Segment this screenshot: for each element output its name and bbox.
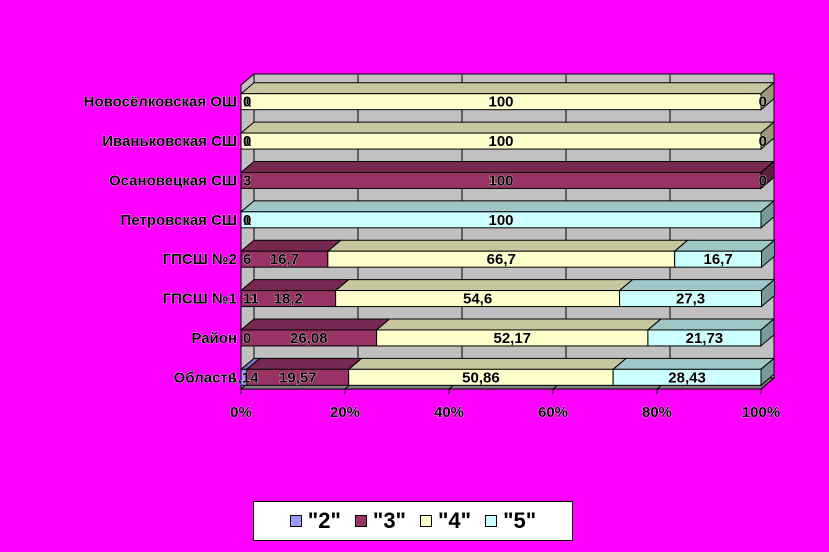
data-label: 19,57: [279, 369, 317, 386]
bar-top: [334, 279, 634, 292]
bar-top: [239, 239, 343, 252]
category-label: ГПСШ №2: [163, 251, 237, 268]
data-label: 0: [759, 172, 767, 189]
legend-swatch: [485, 515, 498, 527]
bar-top: [239, 279, 351, 292]
category-label: Осановецкая СШ: [109, 172, 237, 189]
tick-label: 40%: [434, 404, 464, 421]
data-label: 3: [243, 172, 251, 189]
legend-item: "5": [485, 508, 536, 534]
data-label: 1: [243, 94, 251, 111]
bar-side: [761, 278, 776, 308]
bar-top: [326, 239, 690, 252]
bar-side: [760, 317, 775, 348]
data-label: 100: [488, 94, 513, 111]
category-label: Иваньковская СШ: [102, 133, 237, 150]
category-label: Новосёлковская ОШ: [84, 94, 237, 111]
bar-side: [761, 239, 776, 269]
data-label: 0: [759, 94, 767, 111]
bar-top: [611, 357, 776, 370]
data-label: 21,73: [686, 330, 724, 347]
tick-label: 80%: [642, 404, 672, 421]
bar-top: [239, 160, 776, 173]
data-label: 6: [243, 251, 251, 268]
tick-label: 60%: [538, 404, 568, 421]
bar-top: [375, 318, 663, 331]
bar-top: [618, 279, 776, 292]
data-label: 1: [243, 212, 251, 229]
bar-side: [760, 160, 775, 190]
bar-top: [239, 121, 776, 134]
data-label: 0: [243, 330, 251, 347]
data-label: 28,43: [668, 369, 706, 386]
data-label: 0: [243, 212, 251, 229]
data-label: 100: [488, 172, 513, 189]
data-label: 16,7: [703, 251, 732, 268]
bar-top: [239, 200, 776, 213]
legend-label: "5": [503, 508, 537, 533]
data-label: 11: [243, 291, 259, 308]
bar-top: [239, 318, 391, 331]
legend-label: "4": [438, 508, 472, 533]
category-label: Петровская СШ: [121, 212, 237, 229]
data-label: 16,7: [270, 251, 299, 268]
category-label: Район: [191, 330, 237, 347]
bar-side: [760, 357, 775, 387]
legend: "2" "3" "4" "5": [253, 501, 573, 541]
legend-item: "2": [289, 508, 341, 534]
data-label: 52,17: [493, 330, 531, 347]
bar-side: [760, 199, 775, 229]
data-label: 50,86: [462, 369, 500, 386]
data-label: 0: [243, 94, 251, 111]
tick-label: 100%: [742, 404, 780, 421]
data-label: 18,2: [274, 291, 303, 308]
bar-side: [760, 120, 775, 151]
data-label: 27,3: [676, 291, 705, 308]
data-label: 0: [243, 133, 251, 150]
bar-top: [239, 82, 776, 95]
data-label: 54,6: [463, 291, 492, 308]
legend-item: "3": [354, 508, 406, 534]
tick-label: 20%: [330, 404, 360, 421]
legend-swatch: [354, 515, 367, 527]
legend-label: "2": [307, 508, 341, 533]
data-label: 1,14: [229, 369, 259, 386]
data-label: 26,08: [290, 330, 328, 347]
data-label: 1: [243, 133, 251, 150]
legend-swatch: [289, 515, 302, 527]
legend-swatch: [420, 515, 432, 527]
bar-top: [646, 318, 776, 331]
tick-label: 0%: [230, 404, 252, 421]
bar-top: [347, 357, 628, 370]
data-label: 100: [488, 212, 513, 229]
category-label: Область: [174, 369, 237, 386]
data-label: 66,7: [487, 251, 516, 268]
data-label: 0: [759, 133, 767, 150]
bar-side: [760, 81, 775, 111]
bar-top: [673, 239, 776, 252]
category-label: ГПСШ №1: [163, 291, 237, 308]
legend-label: "3": [372, 508, 406, 533]
data-label: 100: [488, 133, 513, 150]
bar-top: [245, 357, 364, 370]
legend-item: "4": [420, 508, 471, 534]
